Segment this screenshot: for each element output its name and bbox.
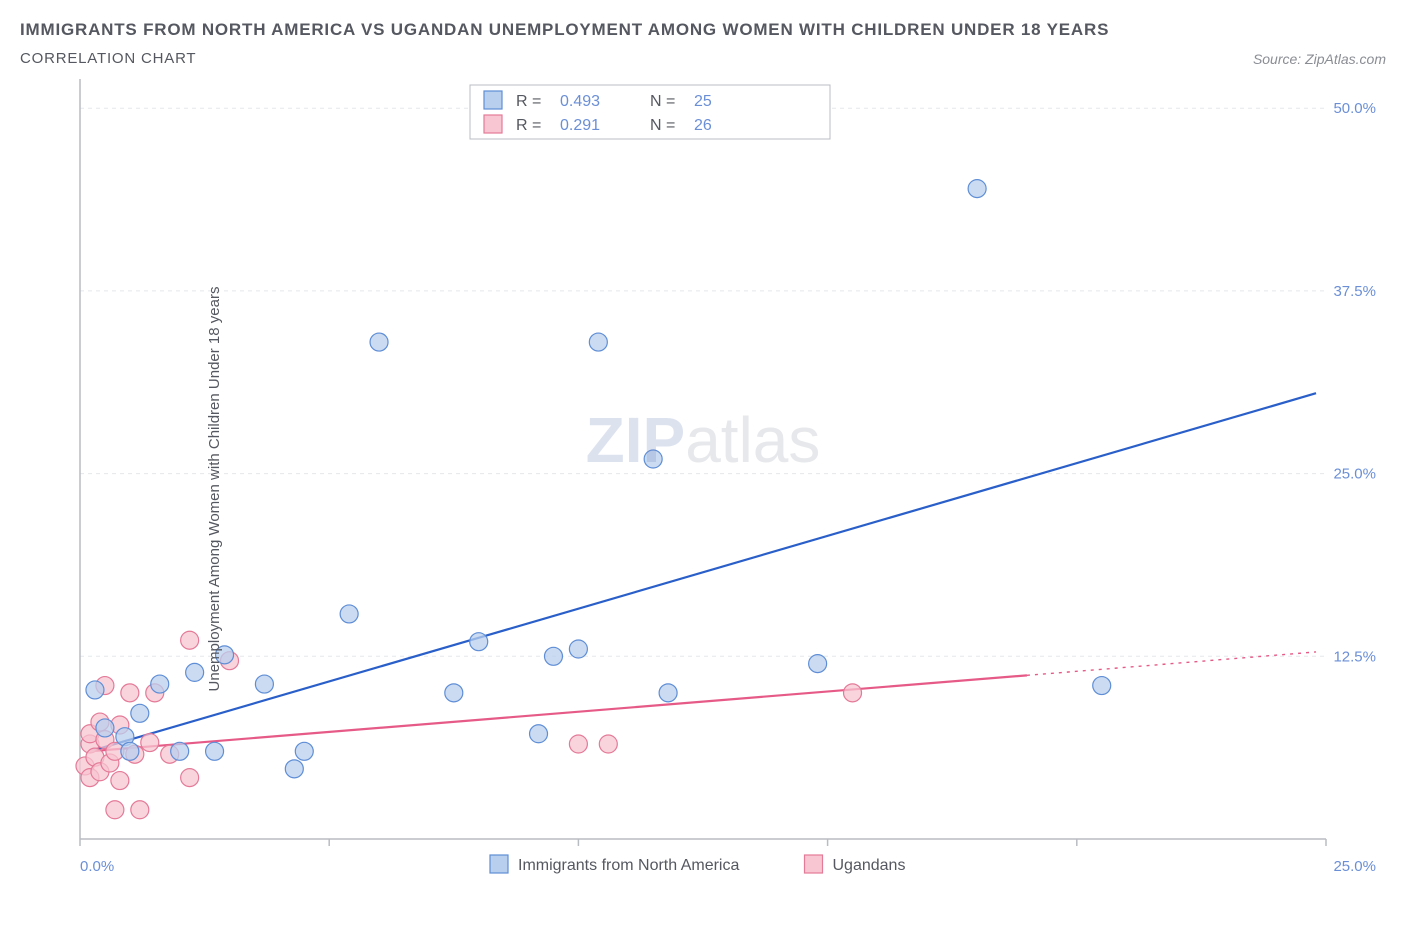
svg-text:25.0%: 25.0% <box>1333 858 1376 875</box>
svg-text:12.5%: 12.5% <box>1333 648 1376 665</box>
chart-source: Source: ZipAtlas.com <box>1253 51 1386 67</box>
svg-text:0.291: 0.291 <box>560 117 600 134</box>
svg-text:26: 26 <box>694 117 712 134</box>
svg-text:N =: N = <box>650 117 675 134</box>
svg-text:Immigrants from North America: Immigrants from North America <box>518 857 739 874</box>
y-axis-label: Unemployment Among Women with Children U… <box>206 287 223 692</box>
svg-text:25: 25 <box>694 93 712 110</box>
svg-text:Ugandans: Ugandans <box>833 857 906 874</box>
correlation-chart: 12.5% 25.0% 37.5% 50.0% 0.0% 25.0% R = 0.493 N =… <box>20 79 1386 899</box>
chart-subtitle: CORRELATION CHART <box>20 50 1109 67</box>
svg-text:25.0%: 25.0% <box>1333 466 1376 483</box>
svg-text:37.5%: 37.5% <box>1333 283 1376 300</box>
svg-text:N =: N = <box>650 93 675 110</box>
svg-text:R =: R = <box>516 93 541 110</box>
svg-text:50.0%: 50.0% <box>1333 100 1376 117</box>
chart-container: Unemployment Among Women with Children U… <box>20 79 1386 899</box>
svg-text:0.493: 0.493 <box>560 93 600 110</box>
chart-title: IMMIGRANTS FROM NORTH AMERICA VS UGANDAN… <box>20 20 1109 40</box>
svg-text:0.0%: 0.0% <box>80 858 114 875</box>
svg-text:R =: R = <box>516 117 541 134</box>
